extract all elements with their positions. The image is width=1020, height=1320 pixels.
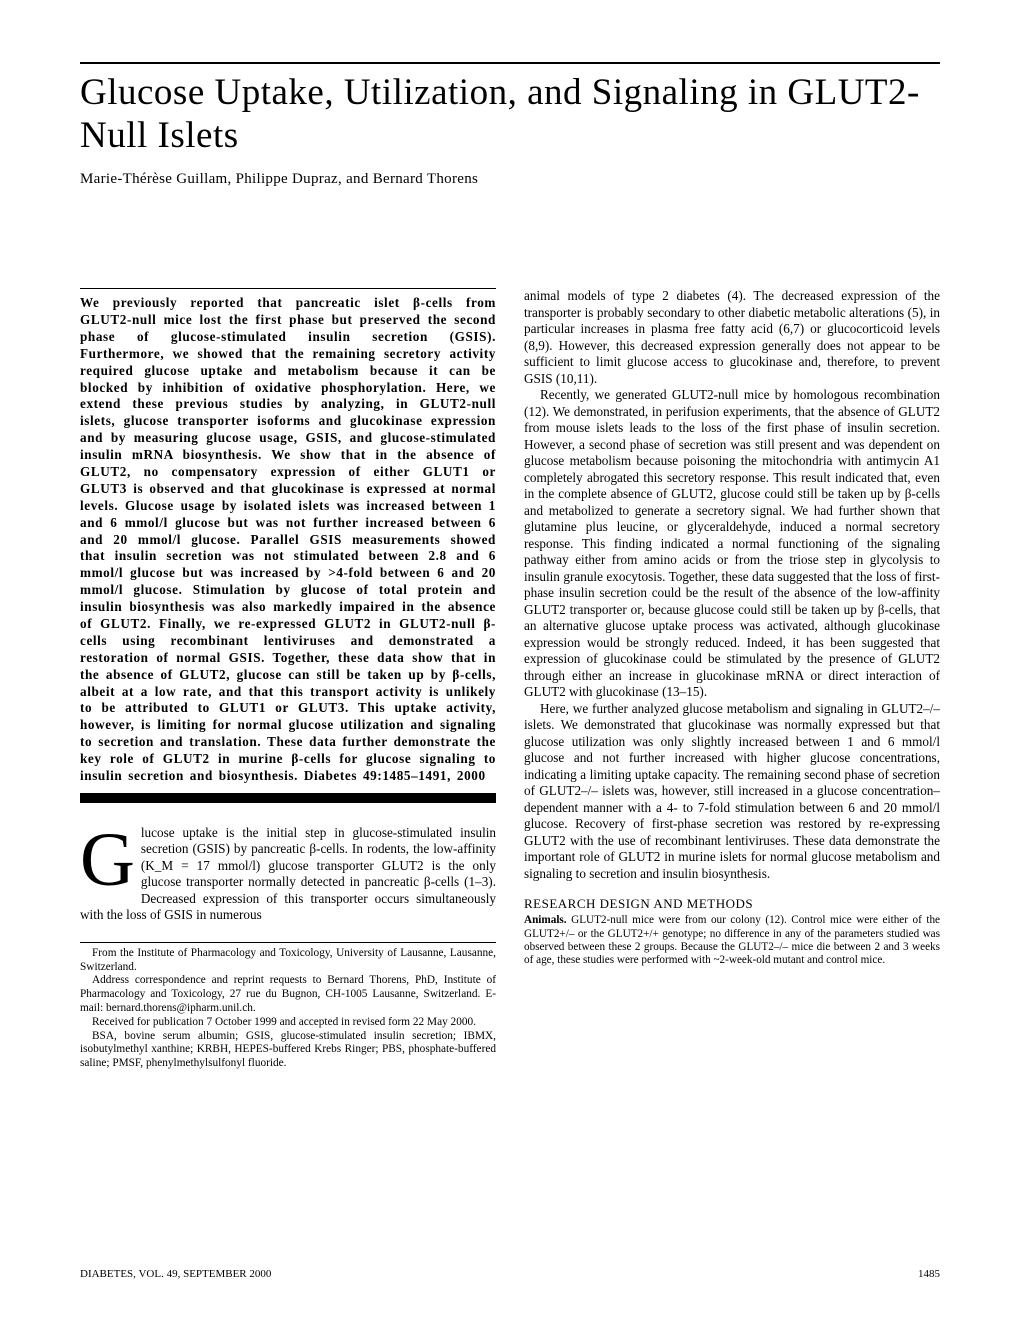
footer-page-number: 1485 [918,1268,940,1280]
dropcap-letter: G [80,825,141,891]
footnote-correspondence: Address correspondence and reprint reque… [80,974,496,1015]
intro-paragraph: Glucose uptake is the initial step in gl… [80,825,496,924]
footer-journal-info: DIABETES, VOL. 49, SEPTEMBER 2000 [80,1268,271,1280]
abstract-text: We previously reported that pancreatic i… [80,295,496,785]
footnotes-block: From the Institute of Pharmacology and T… [80,947,496,1071]
page-footer: DIABETES, VOL. 49, SEPTEMBER 2000 1485 [80,1268,940,1280]
methods-body-text: GLUT2-null mice were from our colony (12… [524,914,940,966]
top-rule [80,62,940,64]
intro-text: lucose uptake is the initial step in glu… [80,825,496,923]
article-title: Glucose Uptake, Utilization, and Signali… [80,72,940,157]
left-column: We previously reported that pancreatic i… [80,288,496,1071]
footnote-abbreviations: BSA, bovine serum albumin; GSIS, glucose… [80,1030,496,1071]
right-para-3: Here, we further analyzed glucose metabo… [524,701,940,883]
right-para-2: Recently, we generated GLUT2-null mice b… [524,387,940,701]
footnote-rule [80,942,496,943]
right-body-text: animal models of type 2 diabetes (4). Th… [524,288,940,882]
abstract-end-bar [80,793,496,803]
two-column-layout: We previously reported that pancreatic i… [80,288,940,1071]
footnote-affiliation: From the Institute of Pharmacology and T… [80,947,496,975]
methods-paragraph: Animals. GLUT2-null mice were from our c… [524,914,940,968]
right-column: animal models of type 2 diabetes (4). Th… [524,288,940,1071]
methods-heading: RESEARCH DESIGN AND METHODS [524,896,940,912]
footnote-received: Received for publication 7 October 1999 … [80,1016,496,1030]
abstract-top-rule [80,288,496,289]
right-para-1: animal models of type 2 diabetes (4). Th… [524,288,940,387]
authors: Marie-Thérèse Guillam, Philippe Dupraz, … [80,171,940,188]
methods-run-in: Animals. [524,914,567,926]
